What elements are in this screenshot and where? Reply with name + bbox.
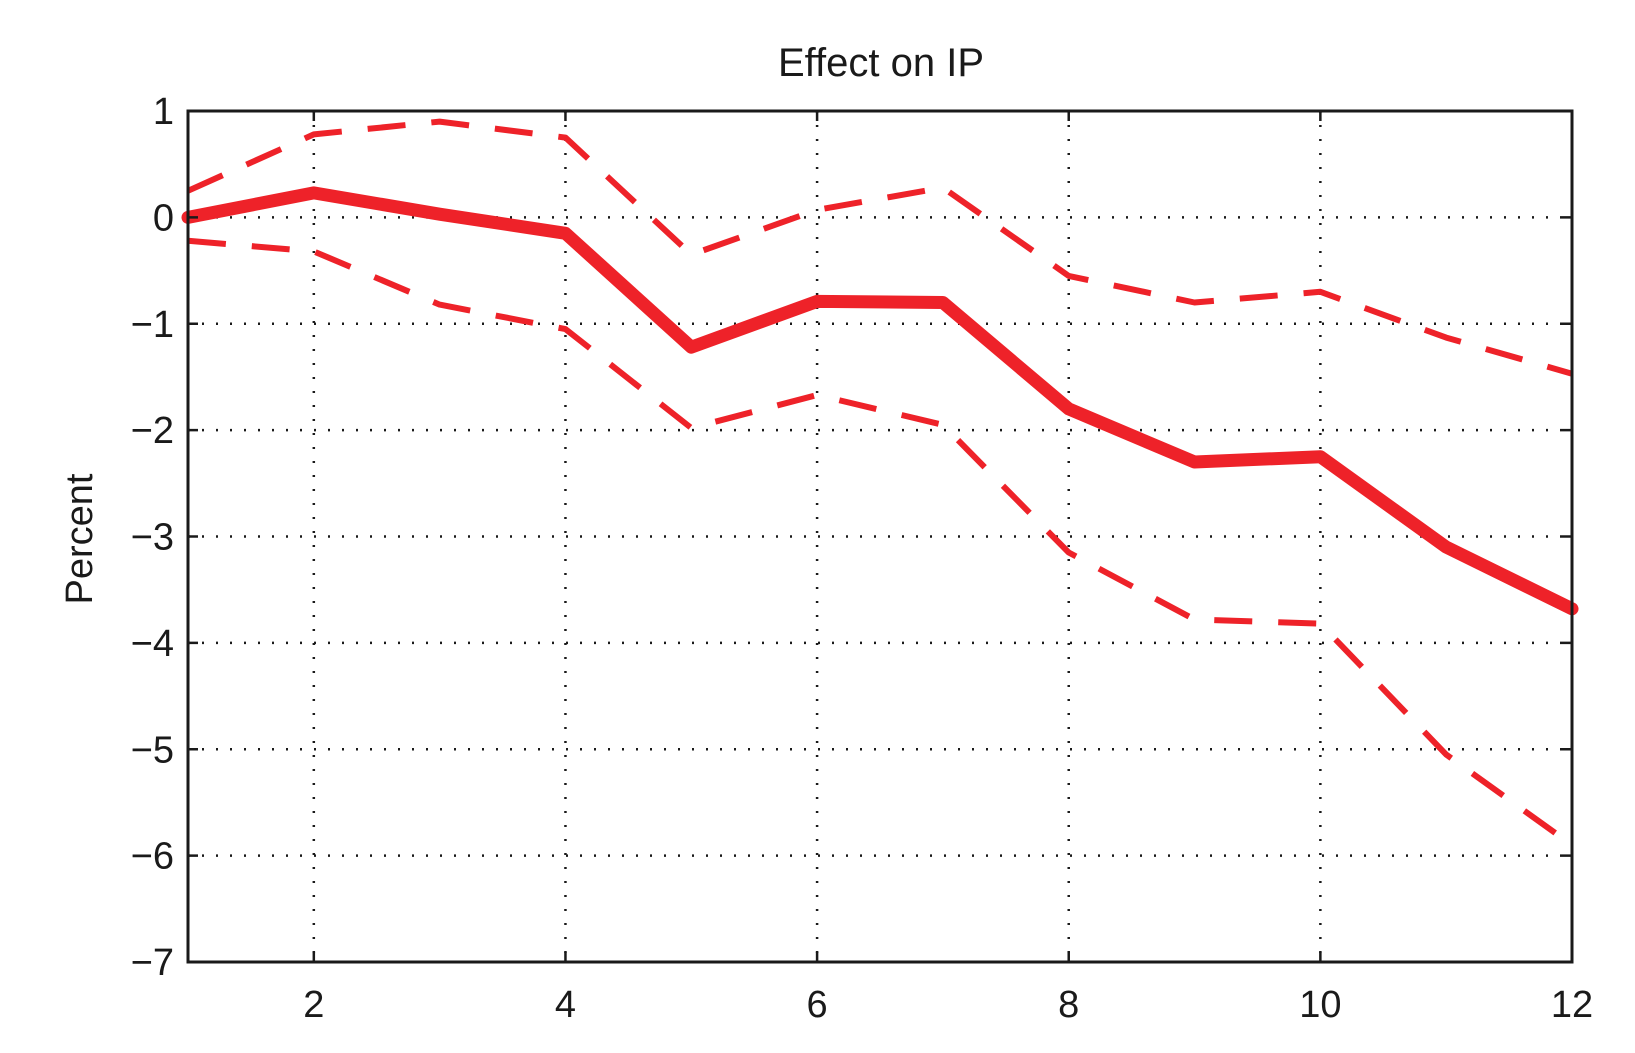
- x-tick-label: 4: [555, 984, 576, 1026]
- y-tick-label: −2: [131, 410, 174, 452]
- x-tick-label: 10: [1299, 984, 1341, 1026]
- y-tick-label: −3: [131, 517, 174, 559]
- y-tick-label: 1: [153, 91, 174, 133]
- x-tick-labels: 2 4 6 8 10 12: [303, 984, 1593, 1026]
- y-tick-label: −1: [131, 304, 174, 346]
- upper-band-line: [186, 118, 1573, 377]
- series-lines: [181, 118, 1579, 848]
- chart-title: Effect on IP: [778, 41, 984, 85]
- lower-band-line: [187, 237, 1574, 848]
- grid-lines: [188, 111, 1572, 962]
- y-tick-label: −7: [131, 942, 174, 984]
- x-tick-label: 6: [807, 984, 828, 1026]
- y-tick-label: −6: [131, 836, 174, 878]
- y-tick-label: 0: [153, 197, 174, 239]
- x-tick-label: 12: [1551, 984, 1593, 1026]
- x-tick-label: 8: [1058, 984, 1079, 1026]
- y-tick-labels: 1 0 −1 −2 −3 −4 −5 −6 −7: [131, 91, 174, 984]
- estimate-line: [181, 186, 1579, 616]
- y-tick-label: −4: [131, 623, 174, 665]
- y-axis-label: Percent: [59, 473, 101, 604]
- y-tick-label: −5: [131, 729, 174, 771]
- x-tick-label: 2: [303, 984, 324, 1026]
- axis-ticks: [188, 109, 1574, 964]
